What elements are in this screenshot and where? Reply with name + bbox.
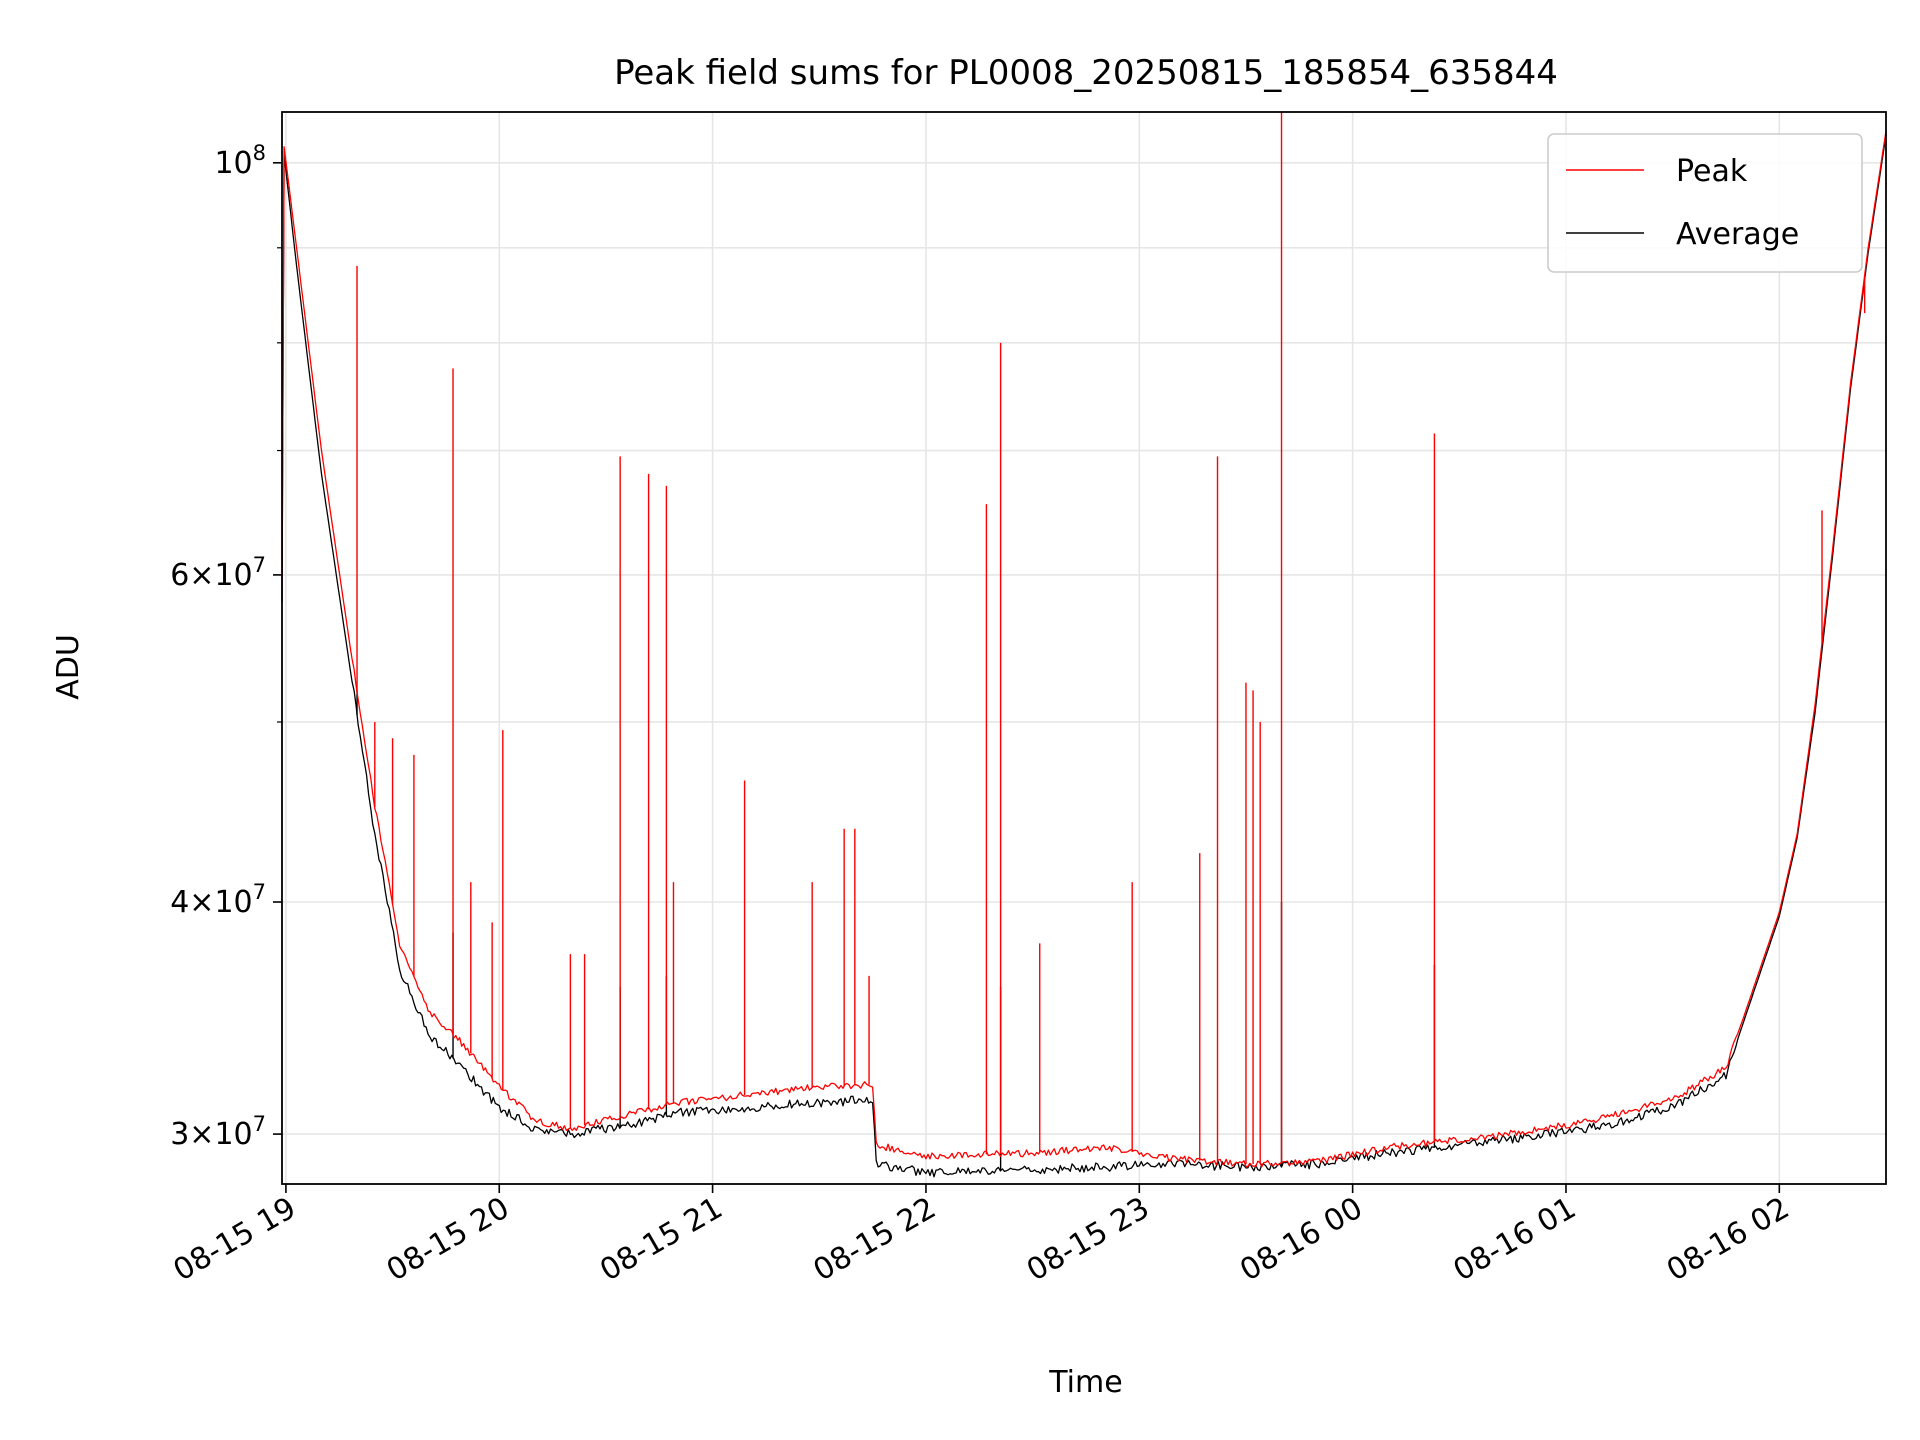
peak-series-line — [281, 131, 1887, 1168]
grid — [282, 112, 1886, 1184]
y-tick-label: 108 — [214, 141, 266, 181]
y-tick-label: 6×107 — [170, 553, 266, 593]
y-axis-label: ADU — [51, 634, 86, 700]
y-tick-label: 4×107 — [170, 880, 266, 920]
y-tick-label: 3×107 — [170, 1112, 266, 1152]
x-axis-label: Time — [1048, 1365, 1122, 1400]
average-series-line — [281, 135, 1887, 1178]
plot-frame — [281, 111, 1887, 1185]
legend-peak-label: Peak — [1676, 154, 1748, 189]
plot-series — [281, 112, 1887, 1178]
legend-box — [1547, 133, 1863, 273]
legend-average-label: Average — [1676, 217, 1799, 252]
chart-title: Peak field sums for PL0008_20250815_1858… — [614, 53, 1558, 93]
y-axis-ticks: 3×107 4×107 6×107 108 — [170, 141, 282, 1152]
legend: Peak Average — [1547, 133, 1863, 273]
